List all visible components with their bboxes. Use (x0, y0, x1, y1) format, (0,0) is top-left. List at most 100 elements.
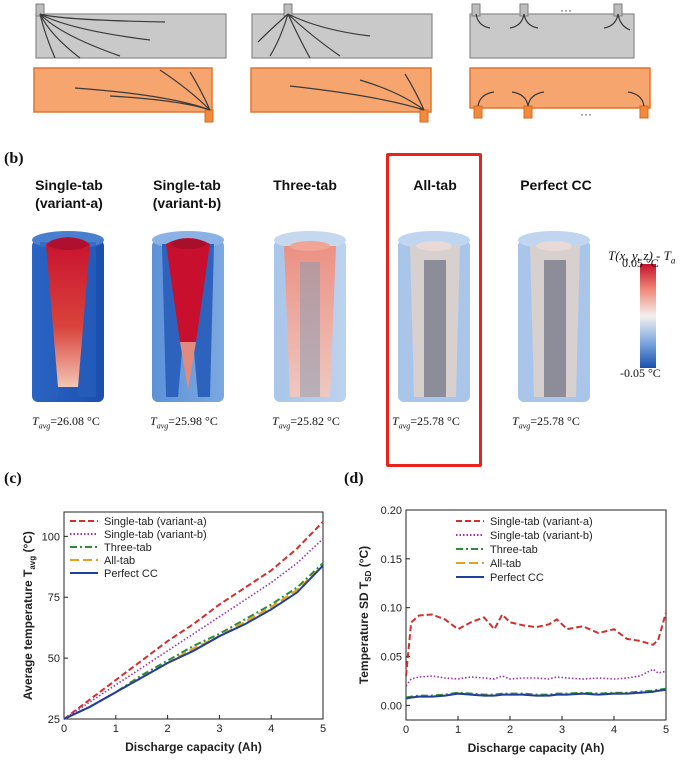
x-tick-label: 4 (611, 724, 617, 736)
series-line-4 (63, 564, 324, 720)
cell-1-label-line2: (variant-a) (35, 195, 103, 211)
legend-label: Single-tab (variant-b) (104, 529, 207, 541)
panel-b-letter: (b) (4, 150, 24, 167)
x-tick-label: 0 (61, 723, 67, 735)
cell-5-label-line1: Perfect CC (520, 177, 592, 193)
cell-2-label-line2: (variant-b) (152, 195, 222, 211)
cell-3-label-line1: Three-tab (273, 177, 337, 193)
schematic-single-tab-b (250, 3, 433, 123)
y-axis-label: Temperature SD TSD (°C) (357, 546, 373, 684)
y-tick-label: 75 (48, 592, 60, 604)
cylinder-three-tab (274, 231, 346, 402)
plot-frame (405, 509, 667, 721)
x-tick-label: 2 (165, 723, 171, 735)
cell-4-label-line1: All-tab (413, 177, 457, 193)
tavg-sub: avg (518, 421, 531, 431)
svg-text:···: ··· (580, 107, 592, 121)
chart-temperature-sd: 0 1 2 3 4 5 0.00 0.05 0.10 0.15 0.20 Discharge capa… (357, 505, 669, 755)
colorbar-max-label: 0.05 °C (622, 256, 659, 270)
tavg-symbol: T (32, 414, 39, 428)
x-axis-label: Discharge capacity (Ah) (468, 741, 605, 755)
legend-label: Three-tab (104, 542, 152, 554)
tavg-symbol: T (272, 414, 279, 428)
cell-2-label: Single-tab (variant-b) (132, 176, 242, 212)
cylinder-single-tab-b (152, 231, 224, 402)
series-line-5 (63, 564, 324, 720)
legend-label: Three-tab (490, 544, 538, 556)
cell-4-tavg: Tavg=25.78 °C (392, 414, 460, 430)
y-tick-label: 0.05 (381, 652, 402, 664)
colorbar-min-label: -0.05 °C (620, 366, 661, 380)
legend-label: Single-tab (variant-a) (490, 516, 593, 528)
x-axis-label: Discharge capacity (Ah) (125, 740, 262, 754)
cell-2-label-line1: Single-tab (153, 177, 221, 193)
legend-label: Perfect CC (104, 568, 158, 580)
x-tick-label: 2 (507, 724, 513, 736)
x-tick-label: 1 (113, 723, 119, 735)
cylinder-single-tab-a (32, 231, 104, 402)
schematic-all-tab: ··· ··· (469, 3, 651, 121)
tavg-symbol: T (392, 414, 399, 428)
chart-average-temperature: 0 1 2 3 4 5 25 50 75 100 Discharge capacity (Ah) Av… (21, 511, 326, 754)
y-tick-label: 25 (48, 714, 60, 726)
y-tick-label: 100 (42, 531, 60, 543)
x-tick-label: 3 (216, 723, 222, 735)
cell-4-tavg-value: =25.78 °C (410, 414, 460, 428)
cell-2-tavg: Tavg=25.98 °C (150, 414, 218, 430)
x-tick-label: 1 (455, 724, 461, 736)
cell-3-label: Three-tab (250, 176, 360, 194)
plot-frame (63, 511, 324, 720)
legend-label: Perfect CC (490, 572, 544, 584)
y-tick-label: 0.15 (381, 554, 402, 566)
all-tab-highlight-box (386, 153, 482, 467)
tavg-sub: avg (278, 421, 291, 431)
cell-4-label: All-tab (380, 176, 490, 194)
schematic-single-tab-a (33, 3, 227, 123)
x-tick-label: 5 (320, 723, 326, 735)
legend-label: Single-tab (variant-a) (104, 516, 207, 528)
cylinder-all-tab (398, 231, 470, 402)
y-tick-label: 0.00 (381, 700, 402, 712)
legend-label: Single-tab (variant-b) (490, 530, 593, 542)
series-line-1 (405, 612, 667, 677)
tavg-symbol: T (512, 414, 519, 428)
cylinder-perfect-cc (518, 231, 590, 402)
series-line-2 (405, 668, 667, 687)
cell-5-tavg: Tavg=25.78 °C (512, 414, 580, 430)
panel-a-schematics: .gbox { fill:#c9c9c9; stroke:#8a8a8a; st… (33, 3, 651, 123)
svg-text:···: ··· (560, 3, 572, 17)
colorbar-title: T(x, y, z) - Ta (608, 248, 675, 266)
colorbar-title-sub: a (670, 255, 676, 266)
panel-d-letter: (d) (344, 470, 364, 487)
colorbar (640, 264, 656, 368)
temperature-cylinders (32, 231, 656, 402)
cell-3-tavg: Tavg=25.82 °C (272, 414, 340, 430)
y-tick-label: 0.20 (381, 505, 402, 517)
cell-5-label: Perfect CC (496, 176, 616, 194)
cell-1-tavg-value: =26.08 °C (50, 414, 100, 428)
cell-5-tavg-value: =25.78 °C (530, 414, 580, 428)
x-tick-label: 3 (559, 724, 565, 736)
series-line-1 (63, 521, 324, 720)
x-tick-label: 0 (403, 724, 409, 736)
cell-1-tavg: Tavg=26.08 °C (32, 414, 100, 430)
cell-3-tavg-value: =25.82 °C (290, 414, 340, 428)
y-axis-label: Average temperature Tavg (°C) (21, 531, 37, 700)
legend-label: All-tab (104, 555, 135, 567)
colorbar-title-text: T(x, y, z) - T (608, 248, 671, 263)
series-line-5 (405, 688, 667, 700)
x-tick-label: 4 (268, 723, 274, 735)
cell-1-label-line1: Single-tab (35, 177, 103, 193)
panel-c-letter: (c) (4, 470, 22, 487)
y-tick-label: 50 (48, 653, 60, 665)
legend-label: All-tab (490, 558, 521, 570)
cell-2-tavg-value: =25.98 °C (168, 414, 218, 428)
tavg-sub: avg (398, 421, 411, 431)
tavg-sub: avg (156, 421, 169, 431)
series-line-2 (63, 538, 324, 720)
y-tick-label: 0.10 (381, 603, 402, 615)
tavg-sub: avg (38, 421, 51, 431)
cell-1-label: Single-tab (variant-a) (14, 176, 124, 212)
tavg-symbol: T (150, 414, 157, 428)
series-line-3 (63, 562, 324, 720)
